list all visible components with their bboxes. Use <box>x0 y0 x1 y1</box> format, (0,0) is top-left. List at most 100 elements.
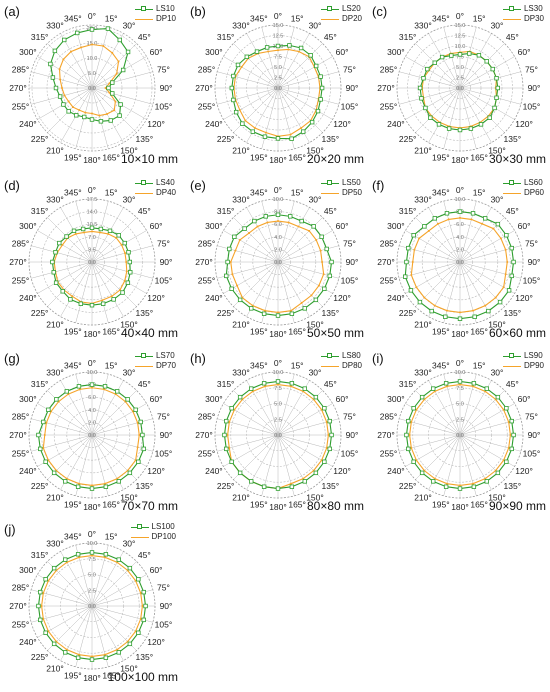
panel-c: 0° 15° 30° 45° 60° 75° 90° 105° 120° 135° 150° 165°… <box>368 0 548 172</box>
point-ls20 <box>309 119 315 125</box>
radial-tick-label: 10.0 <box>455 370 466 376</box>
point-ls60 <box>404 259 409 265</box>
point-dp70 <box>91 484 93 487</box>
angle-label: 225° <box>399 308 417 318</box>
radial-tick-label: 7.5 <box>456 55 464 61</box>
angle-label: 285° <box>12 582 30 592</box>
point-ls70 <box>43 459 48 464</box>
point-dp90 <box>502 408 505 411</box>
point-ls90 <box>484 479 489 484</box>
angle-label: 210° <box>414 145 432 155</box>
grid-spoke <box>91 87 153 105</box>
radial-tick-label: 0.0 <box>456 86 464 92</box>
point-ls70 <box>140 432 145 438</box>
panel-j: 0° 15° 30° 45° 60° 75° 90° 105° 120° 135° 150° 165°… <box>0 518 180 690</box>
point-ls40 <box>107 228 113 234</box>
radial-tick-label: 0.0 <box>274 260 282 266</box>
angle-label: 300° <box>387 47 405 57</box>
point-dp50 <box>263 309 266 312</box>
point-dp10 <box>59 78 62 81</box>
point-ls100 <box>127 641 133 647</box>
legend-label-ls: LS30 <box>523 4 543 13</box>
point-ls10 <box>106 85 111 91</box>
point-dp100 <box>47 579 50 582</box>
angle-label: 150° <box>306 145 324 155</box>
point-dp70 <box>104 482 107 485</box>
radial-tick-label: 0.0 <box>274 86 282 92</box>
angle-label: 330° <box>232 21 250 31</box>
radial-tick-label: 10.0 <box>87 541 98 547</box>
point-ls90 <box>431 386 436 391</box>
angle-label: 255° <box>198 102 216 112</box>
grid-spoke <box>459 87 477 149</box>
point-dp80 <box>320 408 323 411</box>
angle-label: 225° <box>399 481 417 491</box>
angle-label: 240° <box>19 293 37 303</box>
point-ls80 <box>313 394 319 400</box>
point-ls70 <box>36 432 41 438</box>
point-ls70 <box>115 389 120 394</box>
point-dp10 <box>106 112 108 115</box>
point-dp70 <box>136 446 139 449</box>
point-dp50 <box>231 273 234 276</box>
point-ls20 <box>275 43 281 49</box>
point-ls10 <box>118 102 123 107</box>
angle-label: 240° <box>19 637 37 647</box>
angle-label: 60° <box>518 394 531 404</box>
angle-label: 120° <box>147 637 165 647</box>
grid-spoke <box>31 261 93 279</box>
point-dp60 <box>459 311 461 314</box>
point-ls70 <box>116 479 121 484</box>
angle-label: 240° <box>387 466 405 476</box>
angle-label: 75° <box>157 64 170 74</box>
grid-spoke <box>459 261 492 317</box>
angle-label: 120° <box>147 119 165 129</box>
panel-label: (a) <box>4 4 20 19</box>
radial-tick-label: 0.0 <box>88 604 96 610</box>
legend-swatch-dp <box>130 536 149 538</box>
point-dp80 <box>277 383 279 386</box>
polar-plot-h: 0° 15° 30°45° 60° 75° 90° 105° 120° 135°150°165°… <box>195 358 358 512</box>
grid-spoke <box>277 87 333 120</box>
angle-label: 0° <box>274 185 282 195</box>
point-ls90 <box>484 386 489 391</box>
point-ls60 <box>495 221 501 227</box>
point-dp10 <box>117 60 120 63</box>
point-dp40 <box>120 243 123 246</box>
point-dp10 <box>114 100 117 103</box>
point-dp80 <box>320 459 323 462</box>
angle-label: 120° <box>333 466 351 476</box>
grid-spoke <box>399 87 461 105</box>
point-dp50 <box>238 238 241 241</box>
point-ls70 <box>64 389 69 394</box>
size-label: 20×20 mm <box>306 152 364 166</box>
angle-label: 0° <box>456 358 464 368</box>
point-ls90 <box>509 418 514 424</box>
radial-tick-label: 17.5 <box>87 197 98 203</box>
angle-label: 315° <box>31 206 49 216</box>
grid-spoke <box>31 71 93 89</box>
point-ls20 <box>231 97 236 103</box>
angle-label: 330° <box>232 195 250 205</box>
angle-label: 15° <box>105 531 118 541</box>
angle-label: 30° <box>491 21 504 31</box>
grid-spoke <box>37 56 93 89</box>
angle-label: 45° <box>324 379 337 389</box>
point-dp10 <box>84 111 87 114</box>
point-dp100 <box>42 618 45 621</box>
angle-label: 285° <box>198 238 216 248</box>
angle-label: 330° <box>46 195 64 205</box>
point-dp50 <box>317 284 320 287</box>
angle-label: 300° <box>205 47 223 57</box>
point-ls100 <box>51 565 57 571</box>
angle-label: 315° <box>31 379 49 389</box>
angle-label: 195° <box>64 327 82 337</box>
grid-spoke <box>405 56 461 89</box>
legend-entry-dp: DP70 <box>134 361 176 371</box>
point-dp20 <box>267 50 270 53</box>
radial-tick-label: 15.0 <box>273 23 284 29</box>
legend-label-dp: DP100 <box>151 532 176 541</box>
legend: LS70 DP70 <box>134 351 176 371</box>
grid-spoke <box>428 261 461 317</box>
point-ls10 <box>57 94 63 99</box>
